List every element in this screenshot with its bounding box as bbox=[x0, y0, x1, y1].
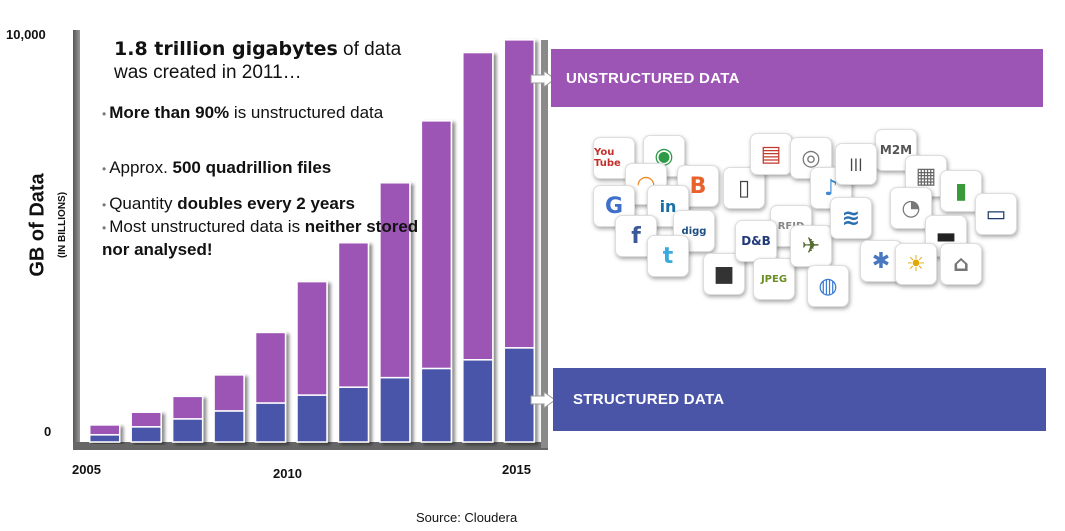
bar-segment-unstructured bbox=[130, 411, 162, 428]
bullet-dot: • bbox=[102, 221, 107, 235]
bar-2009 bbox=[254, 331, 287, 443]
bar-segment-unstructured bbox=[462, 51, 494, 361]
bar-segment-structured bbox=[462, 359, 494, 443]
bar-segment-unstructured bbox=[213, 374, 245, 412]
jpeg-icon: JPEG bbox=[753, 258, 795, 300]
twitter-icon: t bbox=[647, 235, 689, 277]
bullet-3-pre: Quantity bbox=[109, 194, 178, 213]
bar-segment-structured bbox=[130, 426, 162, 443]
bar-segment-unstructured bbox=[171, 395, 204, 420]
y-axis-line bbox=[73, 30, 80, 448]
weather-icon: ☀ bbox=[895, 243, 937, 285]
bar-2012 bbox=[379, 182, 411, 443]
google-icon: G bbox=[593, 185, 635, 227]
headline: 1.8 trillion gigabytes of data was creat… bbox=[114, 38, 444, 84]
bar-2015 bbox=[503, 39, 536, 443]
bar-segment-structured bbox=[420, 367, 453, 443]
headline-bold: 1.8 trillion gigabytes bbox=[114, 38, 338, 60]
bullet-dot: • bbox=[102, 162, 107, 176]
bar-segment-structured bbox=[88, 434, 121, 443]
arrow-unstructured-icon bbox=[530, 70, 556, 88]
bullet-dot: • bbox=[102, 107, 107, 121]
bar-segment-unstructured bbox=[337, 241, 370, 388]
bullet-2-bold: 500 quadrillion files bbox=[172, 158, 332, 177]
bullet-2: • Approx. 500 quadrillion files bbox=[102, 157, 422, 180]
bar-segment-structured bbox=[337, 386, 370, 443]
bar-2007 bbox=[171, 395, 204, 443]
document-icon: ▤ bbox=[750, 133, 792, 175]
wifi-icon: ≋ bbox=[830, 197, 872, 239]
bar-segment-unstructured bbox=[379, 182, 411, 379]
bullet-1-post: is unstructured data bbox=[229, 103, 384, 122]
bar-segment-structured bbox=[254, 402, 287, 443]
bar-segment-unstructured bbox=[420, 120, 453, 370]
bar-segment-unstructured bbox=[296, 280, 328, 396]
bullet-4-bold: neither stored nor analysed! bbox=[102, 217, 419, 259]
structured-data-label: STRUCTURED DATA bbox=[573, 391, 725, 408]
data-icon: D&B bbox=[735, 220, 777, 262]
unstructured-data-banner: UNSTRUCTURED DATA bbox=[551, 49, 1043, 107]
headline-rest2: was created in 2011… bbox=[114, 62, 302, 83]
bullet-3-bold: doubles every 2 years bbox=[177, 194, 355, 213]
bullet-1: • More than 90% is unstructured data bbox=[102, 102, 422, 125]
bar-segment-structured bbox=[171, 418, 204, 443]
video-camera-icon: ■ bbox=[703, 253, 745, 295]
bullet-4: • Most unstructured data is neither store… bbox=[102, 216, 422, 261]
bar-chart bbox=[73, 30, 548, 450]
monitor-icon: ▭ bbox=[975, 193, 1017, 235]
bar-segment-structured bbox=[503, 347, 536, 443]
bank-icon: ⌂ bbox=[940, 243, 982, 285]
bar-2011 bbox=[337, 241, 370, 443]
structured-data-banner: STRUCTURED DATA bbox=[553, 368, 1046, 431]
globe-icon: ◍ bbox=[807, 265, 849, 307]
bullet-3: • Quantity doubles every 2 years bbox=[102, 193, 422, 216]
x-tick-label-2005: 2005 bbox=[72, 462, 101, 477]
bar-segment-structured bbox=[379, 376, 411, 443]
bullet-1-bold: More than 90% bbox=[109, 103, 230, 122]
x-axis-line bbox=[73, 442, 548, 450]
arrow-structured-icon bbox=[530, 391, 556, 409]
bar-segment-unstructured bbox=[254, 331, 287, 404]
bullet-4-pre: Most unstructured data is bbox=[109, 217, 305, 236]
x-tick-label-2015: 2015 bbox=[502, 462, 531, 477]
bar-segment-structured bbox=[213, 410, 245, 443]
headline-rest1: of data bbox=[337, 39, 402, 60]
bullet-dot: • bbox=[102, 198, 107, 212]
y-tick-label-max: 10,000 bbox=[6, 27, 46, 42]
tablet-icon: ▯ bbox=[723, 167, 765, 209]
bullet-2-pre: Approx. bbox=[109, 158, 173, 177]
bar-segment-unstructured bbox=[503, 39, 536, 349]
bar-2010 bbox=[296, 280, 328, 443]
barcode-icon: ||| bbox=[835, 143, 877, 185]
bar-2008 bbox=[213, 374, 245, 443]
bar-segment-unstructured bbox=[88, 424, 121, 436]
unstructured-data-label: UNSTRUCTURED DATA bbox=[566, 69, 740, 87]
source-caption: Source: Cloudera bbox=[416, 510, 518, 525]
right-frame-line bbox=[541, 40, 548, 448]
bar-segment-structured bbox=[296, 394, 328, 443]
bar-2006 bbox=[130, 411, 162, 443]
bar-2014 bbox=[462, 51, 494, 443]
bar-2013 bbox=[420, 120, 453, 443]
y-tick-label-zero: 0 bbox=[44, 424, 52, 439]
satellite-icon: ✈ bbox=[790, 225, 832, 267]
bar-2005 bbox=[88, 424, 121, 443]
x-tick-label-2010: 2010 bbox=[273, 466, 302, 481]
